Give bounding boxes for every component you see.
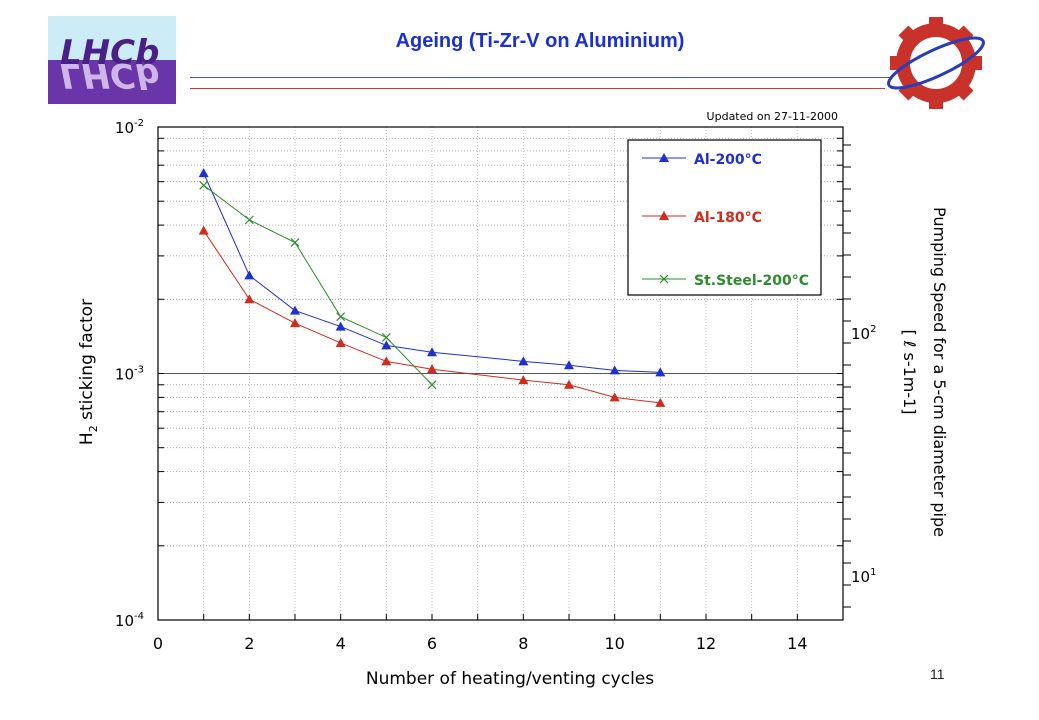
y-tick-label: 10-4 [115,611,144,630]
data-point [336,312,346,322]
legend-label: St.Steel-200°C [694,273,809,289]
data-point [290,305,300,315]
legend-label: Al-200°C [694,152,762,168]
x-tick-label: 10 [604,634,624,653]
x-tick-label: 14 [787,634,807,653]
y-tick-label: 10-3 [115,365,144,384]
slide-title: Ageing (Ti-Zr-V on Aluminium) [395,30,685,52]
y2-axis-label-line1: Pumping Speed for a 5-cm diameter pipe [930,207,949,537]
series-layer [198,168,666,407]
data-point [198,168,209,178]
legend: Al-200°C Al-180°C St.Steel-200°C [627,139,822,296]
x-tick-label: 4 [336,634,346,653]
data-point [564,379,574,389]
data-point [381,333,391,342]
x-tick-label: 2 [244,634,254,653]
data-point [609,392,620,402]
series-line [203,172,661,373]
data-point [244,270,255,280]
data-point [290,318,300,328]
series-line [203,184,433,386]
data-point [427,364,437,374]
data-point [381,356,392,366]
marker-stroke [381,333,391,342]
data-point [335,321,346,331]
x-tick-label: 6 [427,634,437,653]
svg-text:LHCb: LHCb [60,55,159,95]
y2-axis-label-line2: [ ℓ s-1m-1] [900,329,919,414]
x-tick-label: 8 [518,634,528,653]
marker-stroke [427,380,437,390]
data-point [518,356,529,366]
x-axis-label: Number of heating/venting cycles [366,669,654,689]
marker-stroke [199,180,209,190]
data-point [518,375,529,385]
data-point [198,225,209,235]
data-point [381,340,392,350]
update-annotation: Updated on 27-11-2000 [707,110,838,123]
data-point [564,360,574,370]
data-point [427,347,437,357]
plot-frame [157,126,844,621]
legend-marker [659,153,669,162]
series-2 [199,180,437,390]
legend-box [627,139,822,296]
data-point [199,180,209,190]
marker-stroke [290,238,300,247]
marker-stroke [659,274,669,284]
x-tick-label: 0 [153,634,163,653]
title-rule-red [190,88,885,89]
data-point [655,397,666,407]
data-point [427,380,437,390]
legend-marker [659,211,669,220]
series-1 [198,225,666,407]
y-tick-label: 10-2 [115,118,144,137]
data-point [244,215,254,225]
data-point [244,294,255,304]
data-point [335,337,346,347]
data-point [655,367,666,377]
marker-stroke [244,215,254,225]
cern-gear-logo [887,17,985,109]
x-tick-label: 12 [696,634,716,653]
series-line [203,230,661,404]
page-number: 11 [930,666,945,682]
title-rule-blue [190,77,890,78]
y-axis-label: H2 sticking factor [77,299,100,445]
y2-tick-label: 101 [851,567,876,586]
tick-labels: 0 2 4 6 8 10 12 14 10-2 10-3 10-4 102 101 [115,118,877,653]
data-point [609,365,620,375]
data-point [290,238,300,247]
lhcb-logo: LHCb LHCb [48,16,176,104]
legend-marker [659,274,669,284]
y2-tick-label: 102 [851,324,876,343]
legend-label: Al-180°C [694,210,762,226]
lhcb-logo-text: LHCb [60,33,159,73]
series-0 [198,168,666,377]
marker-stroke [336,312,346,322]
